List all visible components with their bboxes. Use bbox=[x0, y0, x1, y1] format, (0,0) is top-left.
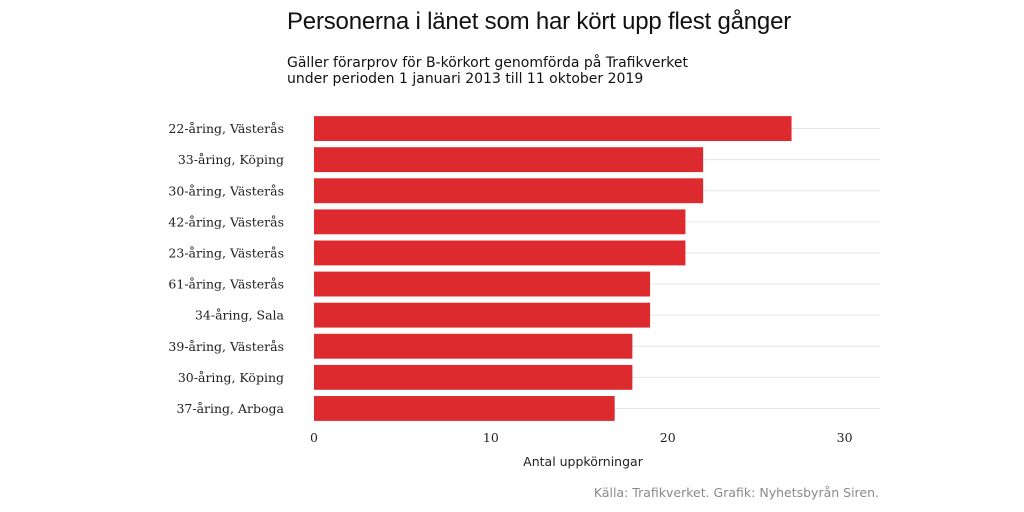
x-tick-label: 20 bbox=[660, 430, 676, 445]
subtitle-line-2: under perioden 1 januari 2013 till 11 ok… bbox=[287, 71, 644, 87]
x-tick-label: 30 bbox=[837, 430, 853, 445]
x-tick-labels: 0 10 20 30 bbox=[310, 430, 853, 445]
x-tick-label: 0 bbox=[310, 430, 318, 445]
category-label: 34-åring, Sala bbox=[195, 308, 285, 323]
category-label: 33-åring, Köping bbox=[178, 152, 284, 167]
category-label: 30-åring, Köping bbox=[178, 370, 284, 385]
source-caption: Källa: Trafikverket. Grafik: Nyhetsbyrån… bbox=[593, 485, 879, 500]
category-label: 42-åring, Västerås bbox=[168, 214, 284, 229]
category-label: 37-åring, Arboga bbox=[176, 401, 284, 416]
chart-title: Personerna i länet som har kört upp fles… bbox=[287, 8, 792, 35]
bar-8 bbox=[314, 333, 633, 359]
category-label: 61-åring, Västerås bbox=[168, 277, 284, 292]
bar-9 bbox=[314, 364, 633, 390]
bar-6 bbox=[314, 271, 651, 297]
subtitle-line-1: Gäller förarprov för B-körkort genomförd… bbox=[287, 55, 688, 71]
category-label: 39-åring, Västerås bbox=[168, 339, 284, 354]
category-label: 22-åring, Västerås bbox=[168, 121, 284, 136]
bar-1 bbox=[314, 116, 792, 141]
bar-3 bbox=[314, 178, 704, 204]
category-labels: 22-åring, Västerås 33-åring, Köping 30-åri… bbox=[168, 121, 284, 416]
category-label: 23-åring, Västerås bbox=[168, 245, 284, 260]
chart-subtitle: Gäller förarprov för B-körkort genomförd… bbox=[287, 55, 688, 87]
bar-4 bbox=[314, 209, 686, 235]
bars bbox=[314, 116, 792, 421]
bar-2 bbox=[314, 147, 704, 173]
x-tick-label: 10 bbox=[483, 430, 499, 445]
bar-5 bbox=[314, 240, 686, 266]
bar-10 bbox=[314, 396, 615, 421]
bar-7 bbox=[314, 302, 651, 328]
x-axis-title: Antal uppkörningar bbox=[523, 454, 644, 469]
category-label: 30-åring, Västerås bbox=[168, 183, 284, 198]
